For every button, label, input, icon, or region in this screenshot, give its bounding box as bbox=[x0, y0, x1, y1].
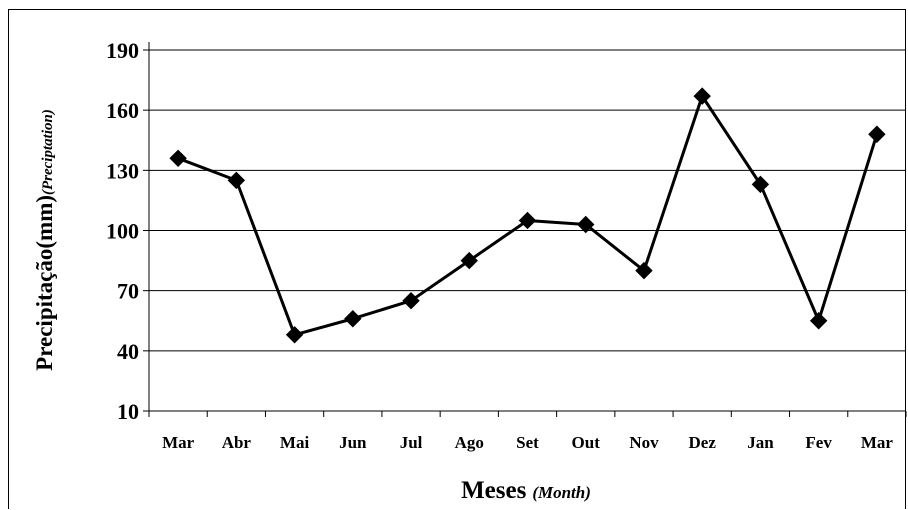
x-axis-title: Meses (Month) bbox=[461, 477, 591, 504]
x-tick-label: Jul bbox=[400, 433, 423, 452]
x-tick-label: Mar bbox=[861, 433, 894, 452]
axes bbox=[143, 42, 907, 417]
x-tick-label: Jun bbox=[339, 433, 367, 452]
y-axis-title: Precipitação(mm)(Preciptation) bbox=[32, 109, 57, 371]
x-tick-label: Out bbox=[572, 433, 601, 452]
y-tick-labels: 10 40 70 100 130 160 190 bbox=[106, 38, 139, 424]
data-point-marker bbox=[518, 211, 537, 230]
data-point-marker bbox=[751, 175, 770, 194]
grid-lines bbox=[149, 49, 906, 352]
y-tick-label: 190 bbox=[106, 38, 139, 63]
x-tick-label: Set bbox=[516, 433, 539, 452]
y-tick-label: 70 bbox=[117, 279, 139, 304]
y-tick-label: 40 bbox=[117, 339, 139, 364]
data-point-marker bbox=[868, 125, 886, 143]
data-point-marker bbox=[402, 291, 420, 310]
data-point-marker bbox=[285, 326, 304, 344]
x-tick-label: Abr bbox=[222, 433, 252, 452]
x-tick-labels: Mar Abr Mai Jun Jul Ago Set Out Nov Dez Jan Fev Mar bbox=[162, 433, 893, 452]
data-point-marker bbox=[227, 171, 246, 190]
series-layer bbox=[169, 87, 886, 344]
data-point-marker bbox=[460, 251, 478, 270]
data-point-marker bbox=[635, 261, 653, 280]
x-tick-label: Mai bbox=[280, 433, 310, 452]
data-point-marker bbox=[344, 310, 362, 328]
x-tick-label: Jan bbox=[747, 433, 774, 452]
data-point-marker bbox=[809, 312, 828, 330]
y-tick-label: 100 bbox=[106, 219, 139, 244]
y-axis-title-main: Precipitação(mm) bbox=[32, 195, 57, 371]
x-axis-title-main: Meses bbox=[461, 477, 527, 504]
y-tick-label: 10 bbox=[117, 399, 139, 424]
y-tick-label: 130 bbox=[106, 158, 139, 183]
y-axis-title-sub: (Preciptation) bbox=[40, 109, 56, 195]
x-tick-label: Dez bbox=[689, 433, 717, 452]
x-axis-title-sub: (Month) bbox=[532, 483, 591, 502]
x-tick-label: Mar bbox=[162, 433, 195, 452]
data-point-marker bbox=[577, 215, 595, 234]
y-tick-label: 160 bbox=[106, 98, 139, 123]
x-tick-label: Nov bbox=[629, 433, 659, 452]
x-tick-label: Fev bbox=[805, 433, 832, 452]
data-point-marker bbox=[169, 149, 187, 168]
data-point-marker bbox=[693, 87, 711, 105]
x-tick-label: Ago bbox=[455, 433, 484, 452]
chart-frame bbox=[8, 9, 906, 509]
